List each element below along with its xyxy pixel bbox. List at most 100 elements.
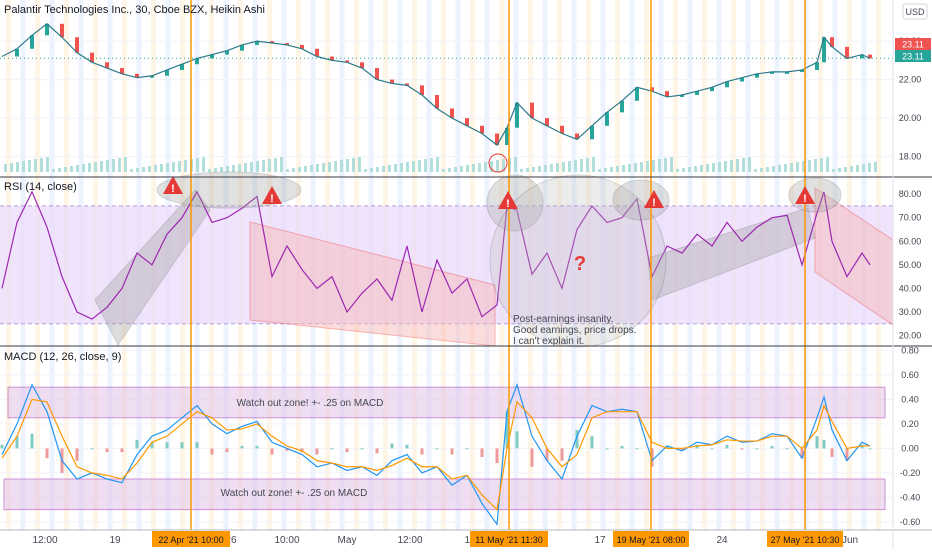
macd-axis-tick: -0.20 xyxy=(900,468,921,478)
volume-bar xyxy=(460,166,463,172)
price-candle xyxy=(180,64,184,70)
volume-bar xyxy=(100,161,103,172)
volume-bar xyxy=(16,162,19,172)
volume-bar xyxy=(238,164,241,172)
volume-bar xyxy=(256,161,259,172)
volume-bar xyxy=(316,164,319,172)
volume-bar xyxy=(220,167,223,172)
volume-bar xyxy=(184,160,187,172)
price-candle xyxy=(860,54,864,59)
currency-button[interactable]: USD xyxy=(902,3,928,20)
volume-bar xyxy=(94,162,97,172)
watch-zone-upper-label: Watch out zone! +- .25 on MACD xyxy=(237,398,384,409)
time-axis-tick: May xyxy=(338,535,357,546)
volume-bar xyxy=(472,164,475,172)
volume-bar xyxy=(208,169,211,172)
volume-bar xyxy=(784,164,787,172)
series-lines xyxy=(0,22,872,526)
price-candle xyxy=(868,54,872,59)
rsi-axis-tick: 60.00 xyxy=(899,236,922,246)
price-axis-tick: 20.00 xyxy=(899,113,922,123)
warning-icon xyxy=(262,186,282,204)
volume-bar xyxy=(76,165,79,172)
volume-bar xyxy=(454,167,457,172)
note-line-2: Good earnings, price drops. xyxy=(513,325,636,336)
volume-bar xyxy=(304,166,307,172)
highlight-ellipse xyxy=(486,174,544,232)
highlight-ellipses xyxy=(156,153,842,348)
time-axis-tick: 12:00 xyxy=(32,535,57,546)
price-candle xyxy=(105,62,109,69)
price-candle xyxy=(465,118,469,126)
price-candle xyxy=(505,127,509,146)
watch-zone-upper xyxy=(7,386,886,419)
signal-line xyxy=(1,398,870,511)
volume-bar xyxy=(712,163,715,172)
price-candle xyxy=(315,48,319,57)
volume-bar xyxy=(226,166,229,172)
rsi-axis-tick: 40.00 xyxy=(899,283,922,293)
macd-axis-tick: 0.80 xyxy=(901,345,919,355)
event-label-box xyxy=(152,531,230,547)
volume-bar xyxy=(412,161,415,172)
event-label-box xyxy=(613,531,689,547)
macd-histogram-bar xyxy=(435,448,439,450)
highlight-ellipse xyxy=(489,174,667,348)
volume-bar xyxy=(874,162,877,172)
volume-bar xyxy=(520,169,523,172)
volume-bar xyxy=(124,157,127,172)
volume-bar xyxy=(376,167,379,172)
price-candle xyxy=(605,112,609,126)
volume-bar xyxy=(616,166,619,172)
volume-bar xyxy=(502,159,505,172)
volume-bar xyxy=(640,162,643,172)
event-lines xyxy=(190,0,806,530)
volume-bar xyxy=(118,158,121,172)
price-candle xyxy=(785,71,789,74)
volume-bar xyxy=(670,157,673,172)
volume-bar xyxy=(160,164,163,172)
price-candle xyxy=(150,75,154,78)
symbol-title: Palantir Technologies Inc., 30, Cboe BZX… xyxy=(4,4,265,16)
watch-zone-lower xyxy=(3,478,886,511)
volume-bar xyxy=(394,164,397,172)
volume-bar xyxy=(244,163,247,172)
currency-label: USD xyxy=(905,7,925,17)
macd-histogram-bar xyxy=(635,448,639,450)
macd-histogram-bar xyxy=(375,448,379,454)
price-candle xyxy=(330,56,334,61)
macd-histogram-bar xyxy=(270,448,274,455)
rsi-band xyxy=(0,205,893,325)
volume-bar xyxy=(556,163,559,172)
volume-bar xyxy=(34,159,37,172)
volume-bar xyxy=(106,160,109,172)
warning-icon xyxy=(163,176,183,194)
volume-bar xyxy=(568,161,571,172)
price-candle xyxy=(495,133,499,146)
volume-bar xyxy=(838,168,841,172)
macd-histogram-bar xyxy=(665,445,669,449)
macd-histogram-bar xyxy=(390,443,394,449)
warning-markers: !!!!! xyxy=(163,176,815,210)
volume-bar xyxy=(622,165,625,172)
volume-bar xyxy=(202,157,205,172)
price-candle xyxy=(45,23,49,36)
volume-bar xyxy=(52,169,55,172)
macd-histogram-bar xyxy=(515,431,519,449)
event-label-text: 22 Apr '21 10:00 xyxy=(158,535,223,545)
price-candle xyxy=(815,62,819,70)
price-candle xyxy=(15,48,19,57)
macd-axis-tick: 0.40 xyxy=(901,394,919,404)
macd-histogram-bar xyxy=(345,448,349,453)
watch-zone-lower-label: Watch out zone! +- .25 on MACD xyxy=(221,488,368,499)
volume-bar xyxy=(154,165,157,172)
rsi-axis-tick: 80.00 xyxy=(899,189,922,199)
volume-bar xyxy=(526,168,529,172)
price-candle xyxy=(740,77,744,82)
time-axis-tick: 17 xyxy=(594,535,606,546)
volume-bar xyxy=(382,166,385,172)
macd-histogram-bar xyxy=(45,448,49,459)
volume-bar xyxy=(766,167,769,172)
